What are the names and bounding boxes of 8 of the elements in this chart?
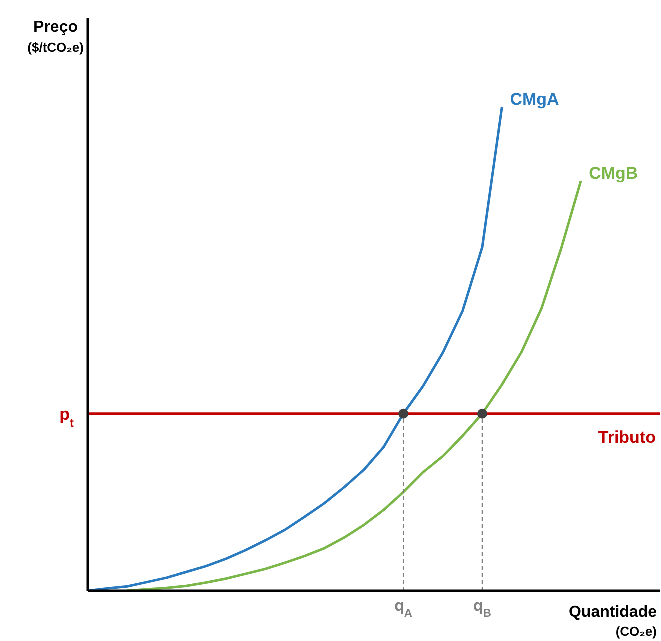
x-tick-label: q$_{A}$	[394, 598, 413, 620]
x-tick-label: q$_{B}$	[474, 598, 492, 620]
series-label: CMgB	[589, 164, 638, 184]
ref-line-label: Tributo	[598, 428, 656, 447]
text: p$_{t}$	[60, 404, 74, 430]
y-axis-title: Preço ($/tCO₂e)	[28, 19, 84, 55]
x-axis-title: Quantidade (CO₂e)	[568, 604, 658, 639]
series-label: CMgA	[510, 90, 560, 109]
